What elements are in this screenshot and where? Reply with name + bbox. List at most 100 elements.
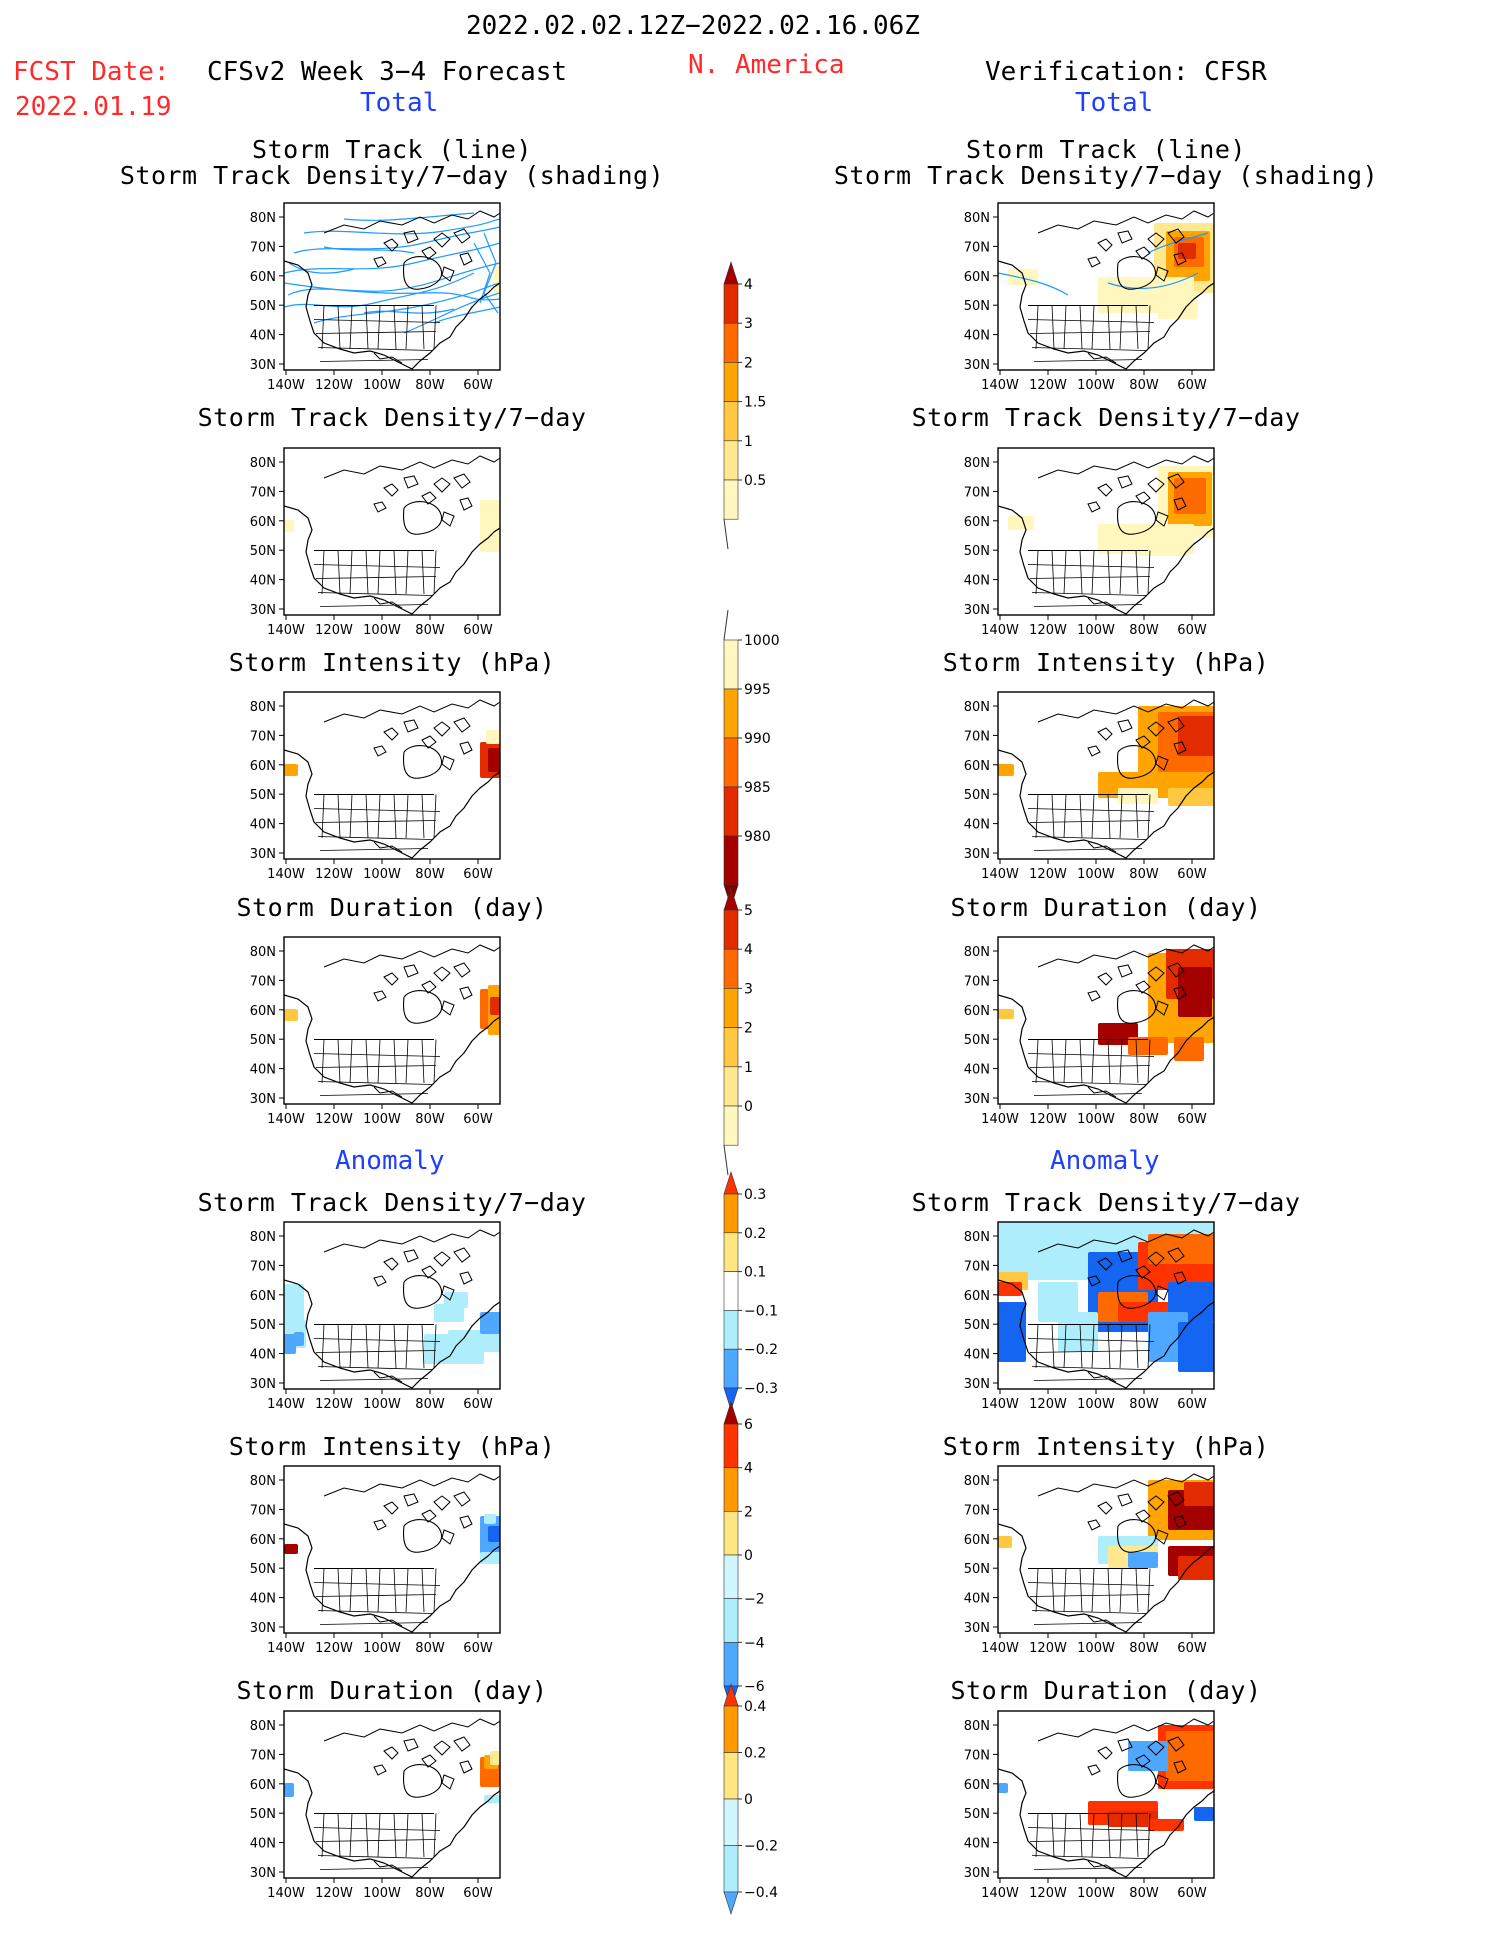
shading-cell xyxy=(1178,1322,1214,1372)
colorbar-swatch xyxy=(723,1891,739,1915)
lon-tick-label: 100W xyxy=(363,1397,401,1412)
colorbar-swatch xyxy=(723,1401,739,1425)
map-right-density: 80N 70N 60N 50N 40N 30N 140W 120W 100W 80W 60W xyxy=(964,447,1215,638)
shading-cell xyxy=(480,500,500,552)
lat-tick-label: 80N xyxy=(250,1719,276,1734)
colorbar-intensity: 1000 995 990 985 980 xyxy=(723,609,780,908)
lat-tick-label: 30N xyxy=(250,1866,276,1881)
lat-tick-label: 50N xyxy=(964,1807,990,1822)
shading-cell xyxy=(1108,1811,1158,1827)
lat-tick-label: 40N xyxy=(964,1348,990,1363)
storm-track-line xyxy=(284,272,475,308)
colorbar-swatch xyxy=(723,1027,739,1068)
colorbar-swatch xyxy=(723,1683,739,1707)
shading-cell xyxy=(294,1332,304,1346)
lat-tick-label: 70N xyxy=(964,1503,990,1518)
colorbar-label: −0.3 xyxy=(744,1381,778,1397)
panel-title-right-6: Storm Duration (day) xyxy=(950,1676,1262,1705)
colorbar-swatch xyxy=(723,1752,739,1800)
lon-tick-label: 120W xyxy=(315,1886,353,1901)
lon-tick-label: 80W xyxy=(1129,1641,1159,1656)
colorbar-swatch xyxy=(723,1845,739,1893)
lon-tick-label: 80W xyxy=(415,623,445,638)
shading-cell xyxy=(1174,1037,1204,1061)
lon-tick-label: 60W xyxy=(1177,623,1207,638)
lon-tick-label: 80W xyxy=(415,1397,445,1412)
colorbar-label: 1 xyxy=(744,1060,753,1076)
colorbar-swatch xyxy=(723,1554,739,1599)
map-right-intensity: 80N 70N 60N 50N 40N 30N 140W 120W 100W 80W 60W xyxy=(964,691,1215,882)
colorbar-swatch xyxy=(723,401,739,442)
shading-cell xyxy=(998,1302,1026,1362)
shading-cell xyxy=(1168,788,1214,806)
lat-tick-label: 80N xyxy=(964,456,990,471)
lon-tick-label: 120W xyxy=(315,623,353,638)
shading-cell xyxy=(1178,967,1212,1017)
shading-cell xyxy=(1194,1807,1214,1821)
lat-tick-label: 40N xyxy=(250,1592,276,1607)
lon-tick-label: 120W xyxy=(315,867,353,882)
lat-tick-label: 60N xyxy=(964,270,990,285)
colorbar-swatch xyxy=(723,261,739,285)
lat-tick-label: 60N xyxy=(964,1289,990,1304)
colorbar-swatch xyxy=(723,479,739,520)
lat-tick-label: 40N xyxy=(250,329,276,344)
shading-cell xyxy=(998,1536,1012,1548)
panel-title-right-5: Storm Intensity (hPa) xyxy=(942,1432,1270,1461)
lon-tick-label: 100W xyxy=(363,1112,401,1127)
lon-tick-label: 140W xyxy=(267,623,305,638)
lat-tick-label: 50N xyxy=(250,1318,276,1333)
lon-tick-label: 80W xyxy=(415,378,445,393)
shading-cell xyxy=(1184,1482,1214,1506)
lon-tick-label: 60W xyxy=(463,1397,493,1412)
lon-tick-label: 140W xyxy=(981,1397,1019,1412)
colorbar-label: 985 xyxy=(744,780,771,796)
panel-title-left-6: Storm Duration (day) xyxy=(236,1676,548,1705)
colorbar-swatch xyxy=(723,1423,739,1468)
colorbar-label: 0.1 xyxy=(744,1265,766,1281)
total-label-right: Total xyxy=(1075,88,1154,118)
panel-title-right-4: Storm Track Density/7−day xyxy=(911,1188,1301,1217)
colorbar-swatch xyxy=(723,639,739,690)
lat-tick-label: 50N xyxy=(964,1562,990,1577)
lat-tick-label: 70N xyxy=(964,1259,990,1274)
colorbar-label: 2 xyxy=(744,1021,753,1037)
colorbar-swatch xyxy=(723,688,739,739)
colorbar-label: −4 xyxy=(744,1635,765,1651)
shading-cell xyxy=(284,1009,298,1021)
fcst-label: FCST Date: xyxy=(13,57,170,87)
lat-tick-label: 80N xyxy=(964,1474,990,1489)
colorbar-swatch xyxy=(723,362,739,402)
shading-cell xyxy=(1138,538,1188,556)
lat-tick-label: 70N xyxy=(964,729,990,744)
panel-title-right-2: Storm Intensity (hPa) xyxy=(942,648,1270,677)
lat-tick-label: 80N xyxy=(250,456,276,471)
lat-tick-label: 50N xyxy=(250,1562,276,1577)
shading-cell xyxy=(998,1009,1014,1019)
lon-tick-label: 100W xyxy=(363,1886,401,1901)
shading-cell xyxy=(434,1304,464,1322)
lat-tick-label: 80N xyxy=(250,1474,276,1489)
storm-track-line xyxy=(287,262,500,296)
lat-tick-label: 40N xyxy=(250,1063,276,1078)
colorbar-label: 0.5 xyxy=(744,473,766,489)
shading-cell xyxy=(448,1330,500,1352)
colorbar-label: 4 xyxy=(744,942,753,958)
colorbar-label: 2 xyxy=(744,1504,753,1520)
storm-track-line xyxy=(433,306,500,324)
colorbar-swatch xyxy=(723,1511,739,1556)
lon-tick-label: 80W xyxy=(1129,1112,1159,1127)
lat-tick-label: 30N xyxy=(250,1377,276,1392)
lat-tick-label: 70N xyxy=(250,1748,276,1763)
lon-tick-label: 120W xyxy=(315,378,353,393)
storm-track-line xyxy=(363,308,455,314)
lon-tick-label: 140W xyxy=(267,867,305,882)
map-right-density_anom: 80N 70N 60N 50N 40N 30N 140W 120W 100W 80W 60W xyxy=(964,1221,1215,1412)
shading-cell xyxy=(1128,1552,1158,1568)
lat-tick-label: 50N xyxy=(964,544,990,559)
lon-tick-label: 80W xyxy=(1129,378,1159,393)
shading-cell xyxy=(490,997,500,1015)
storm-track-line xyxy=(288,262,355,274)
storm-track-line xyxy=(303,218,500,235)
shading-cell xyxy=(284,1284,304,1328)
